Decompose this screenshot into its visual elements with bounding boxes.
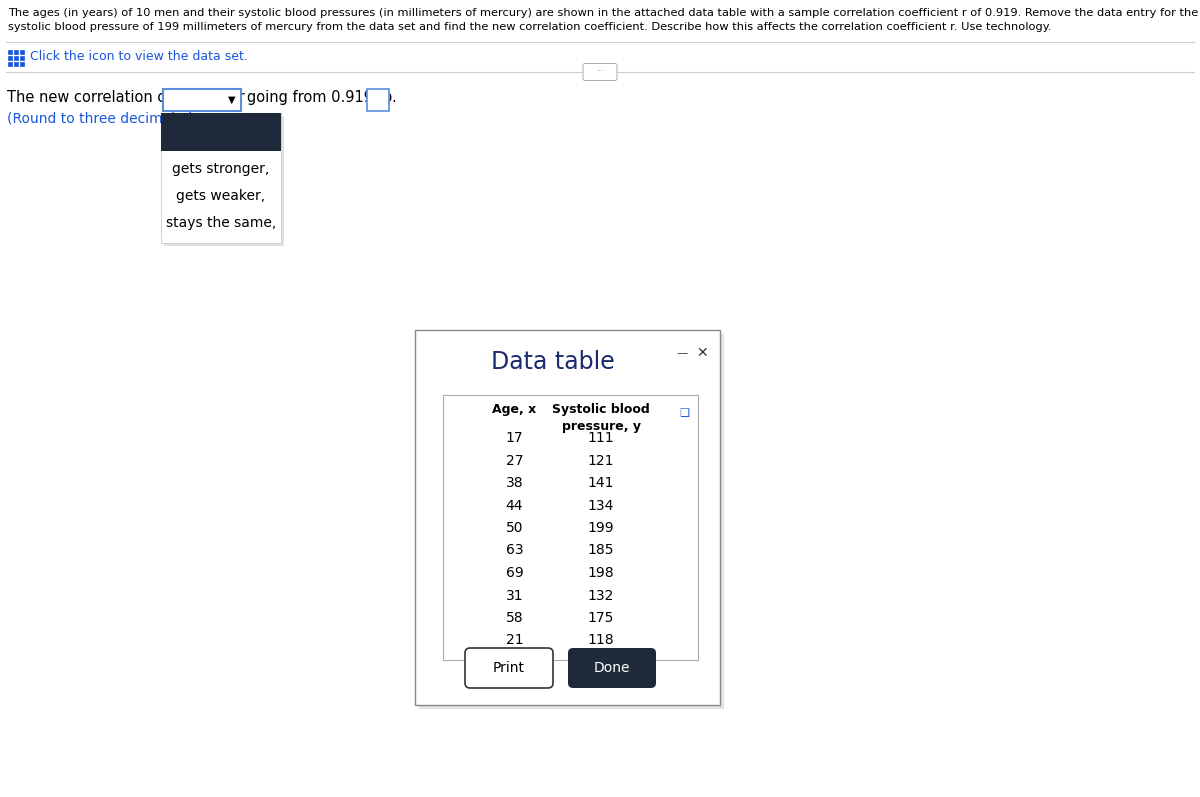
Bar bbox=[8, 56, 12, 60]
Text: 198: 198 bbox=[588, 566, 614, 580]
Text: Age, x: Age, x bbox=[492, 403, 536, 416]
Text: 31: 31 bbox=[505, 588, 523, 603]
Bar bbox=[14, 56, 18, 60]
Bar bbox=[164, 116, 284, 246]
Bar bbox=[161, 113, 281, 243]
Bar bbox=[367, 89, 389, 111]
Text: Data table: Data table bbox=[491, 350, 614, 374]
Text: 63: 63 bbox=[505, 544, 523, 557]
Text: stays the same,: stays the same, bbox=[166, 216, 276, 230]
Bar bbox=[8, 50, 12, 54]
Bar bbox=[14, 50, 18, 54]
Bar bbox=[8, 62, 12, 66]
FancyBboxPatch shape bbox=[568, 648, 656, 688]
Text: gets weaker,: gets weaker, bbox=[176, 189, 265, 203]
Text: 69: 69 bbox=[505, 566, 523, 580]
Bar bbox=[163, 89, 241, 111]
Text: 121: 121 bbox=[588, 453, 614, 468]
Text: Click the icon to view the data set.: Click the icon to view the data set. bbox=[30, 50, 248, 63]
Text: Systolic blood
pressure, y: Systolic blood pressure, y bbox=[552, 403, 650, 433]
Text: 111: 111 bbox=[588, 431, 614, 445]
Text: ❑: ❑ bbox=[679, 407, 689, 417]
Text: (Round to three decimal places a: (Round to three decimal places a bbox=[7, 112, 238, 126]
Text: Done: Done bbox=[594, 661, 630, 675]
Text: .: . bbox=[391, 90, 396, 105]
Text: 50: 50 bbox=[505, 521, 523, 535]
Text: 38: 38 bbox=[505, 476, 523, 490]
Bar bbox=[20, 62, 24, 66]
Text: gets stronger,: gets stronger, bbox=[173, 162, 270, 176]
Text: 118: 118 bbox=[588, 634, 614, 647]
Text: 199: 199 bbox=[588, 521, 614, 535]
Text: ✕: ✕ bbox=[696, 346, 708, 360]
Text: going from 0.919 to: going from 0.919 to bbox=[247, 90, 392, 105]
Bar bbox=[161, 113, 281, 151]
Text: systolic blood pressure of 199 millimeters of mercury from the data set and find: systolic blood pressure of 199 millimete… bbox=[8, 22, 1051, 32]
Text: 132: 132 bbox=[588, 588, 614, 603]
FancyBboxPatch shape bbox=[466, 648, 553, 688]
Text: The ages (in years) of 10 men and their systolic blood pressures (in millimeters: The ages (in years) of 10 men and their … bbox=[8, 8, 1200, 18]
Bar bbox=[419, 334, 724, 709]
Text: 175: 175 bbox=[588, 611, 614, 625]
Bar bbox=[14, 62, 18, 66]
Text: The new correlation coefficient r: The new correlation coefficient r bbox=[7, 90, 245, 105]
Text: 141: 141 bbox=[588, 476, 614, 490]
Bar bbox=[20, 56, 24, 60]
Text: 27: 27 bbox=[505, 453, 523, 468]
Text: 185: 185 bbox=[588, 544, 614, 557]
Text: 44: 44 bbox=[505, 498, 523, 512]
Bar bbox=[443, 395, 698, 660]
Text: Print: Print bbox=[493, 661, 526, 675]
Text: 17: 17 bbox=[505, 431, 523, 445]
Text: ▼: ▼ bbox=[228, 95, 235, 105]
Text: —: — bbox=[677, 348, 688, 358]
Text: 134: 134 bbox=[588, 498, 614, 512]
FancyBboxPatch shape bbox=[583, 64, 617, 80]
Bar bbox=[20, 50, 24, 54]
Text: 58: 58 bbox=[505, 611, 523, 625]
Bar bbox=[415, 330, 720, 705]
Text: 21: 21 bbox=[505, 634, 523, 647]
Text: ···: ··· bbox=[596, 68, 604, 77]
